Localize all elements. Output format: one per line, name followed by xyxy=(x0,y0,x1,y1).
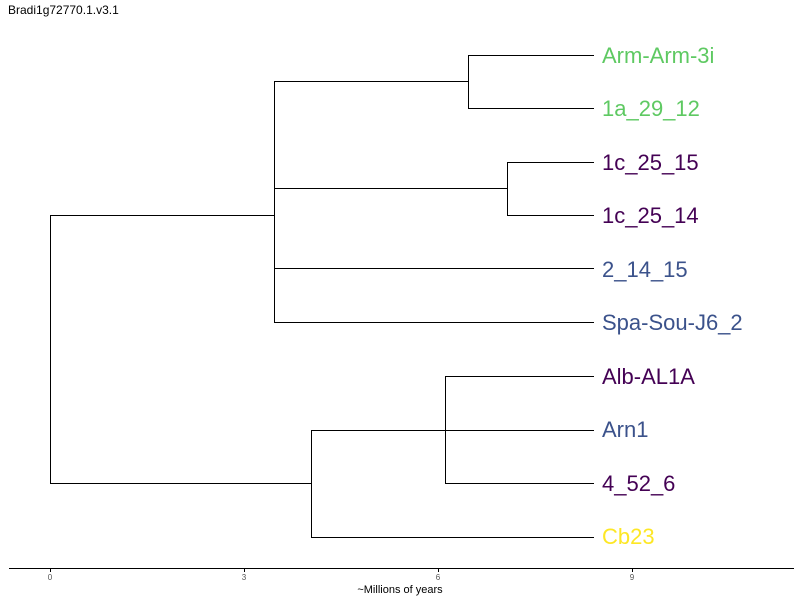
diagram-title: Bradi1g72770.1.v3.1 xyxy=(8,3,119,17)
x-tick-label: 9 xyxy=(630,573,635,582)
tip-label: 2_14_15 xyxy=(602,257,688,282)
x-axis: 0 3 6 9 ~Millions of years xyxy=(9,568,794,596)
tree-branches xyxy=(50,55,594,538)
tip-label: Arm-Arm-3i xyxy=(602,43,714,68)
x-tick-label: 6 xyxy=(436,573,441,582)
tip-label: Arn1 xyxy=(602,417,648,442)
x-tick-label: 3 xyxy=(242,573,247,582)
tip-label: 1c_25_15 xyxy=(602,150,699,175)
tip-label: 1c_25_14 xyxy=(602,203,699,228)
x-tick-label: 0 xyxy=(48,573,53,582)
x-axis-label: ~Millions of years xyxy=(357,584,443,596)
tip-labels: Arm-Arm-3i 1a_29_12 1c_25_15 1c_25_14 2_… xyxy=(602,43,743,549)
tip-label: Spa-Sou-J6_2 xyxy=(602,310,743,335)
tip-label: Alb-AL1A xyxy=(602,364,695,389)
tip-label: 4_52_6 xyxy=(602,471,675,496)
tip-label: Cb23 xyxy=(602,524,655,549)
tip-label: 1a_29_12 xyxy=(602,96,700,121)
